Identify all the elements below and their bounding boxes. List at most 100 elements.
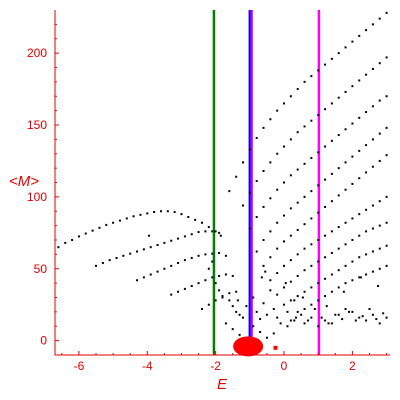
data-point — [289, 280, 292, 283]
y-tick-label: 100 — [27, 190, 47, 204]
data-point — [284, 282, 287, 285]
data-point — [303, 247, 306, 250]
data-point — [228, 299, 231, 302]
data-point — [351, 239, 354, 241]
data-point — [371, 204, 374, 207]
y-tick-label: 150 — [27, 118, 47, 132]
data-point — [296, 88, 299, 91]
x-ticks: -6 -4 -2 0 2 — [61, 351, 388, 373]
data-point — [385, 264, 388, 267]
data-point — [255, 216, 258, 218]
data-point — [214, 230, 217, 233]
data-point — [91, 229, 94, 232]
data-point — [337, 226, 340, 229]
data-point — [365, 208, 368, 211]
data-point — [84, 232, 87, 235]
data-point — [149, 273, 152, 276]
red-blob — [233, 336, 264, 357]
data-point — [231, 305, 234, 308]
data-point — [166, 210, 169, 213]
data-point — [283, 286, 286, 289]
data-point — [378, 267, 381, 270]
data-point — [177, 290, 180, 293]
data-point — [260, 276, 263, 279]
data-point — [313, 308, 316, 310]
data-point — [330, 230, 333, 233]
data-point — [142, 276, 145, 279]
data-point — [382, 312, 385, 315]
data-point — [378, 99, 381, 102]
data-point — [378, 200, 381, 203]
data-point — [385, 154, 388, 157]
data-point — [365, 319, 368, 322]
data-point — [330, 139, 333, 142]
data-point — [269, 197, 272, 200]
data-point — [276, 221, 279, 224]
data-point — [354, 319, 357, 322]
data-point — [303, 269, 306, 272]
data-point — [337, 194, 340, 197]
data-point — [224, 322, 227, 325]
data-point — [238, 313, 241, 316]
data-point — [77, 235, 80, 238]
data-point — [207, 267, 210, 270]
data-point — [235, 175, 238, 178]
data-point — [385, 126, 388, 129]
data-point — [303, 223, 306, 226]
data-point — [269, 289, 272, 292]
data-point — [324, 256, 327, 259]
data-point — [177, 237, 180, 240]
data-point — [344, 282, 347, 285]
data-point — [365, 230, 368, 233]
data-point — [255, 136, 258, 139]
data-point — [371, 23, 374, 26]
data-point — [351, 40, 354, 43]
data-point — [289, 138, 292, 141]
data-point — [211, 252, 214, 255]
data-point — [310, 190, 313, 193]
data-point — [207, 226, 210, 229]
data-point — [296, 295, 299, 298]
data-point — [301, 296, 304, 299]
data-point — [310, 286, 313, 289]
data-point — [221, 296, 224, 299]
data-point — [283, 303, 286, 306]
data-point — [359, 276, 362, 279]
data-point — [310, 75, 313, 78]
data-point — [289, 234, 292, 237]
data-point — [289, 174, 292, 177]
data-point — [351, 122, 354, 125]
data-point — [122, 254, 125, 257]
data-point — [337, 286, 340, 289]
data-point — [324, 63, 327, 66]
data-point — [112, 221, 115, 224]
data-point — [303, 80, 306, 83]
data-point — [218, 289, 221, 292]
data-point — [194, 218, 197, 221]
data-point — [337, 52, 340, 55]
data-point — [306, 319, 309, 322]
data-point — [293, 299, 296, 302]
data-point — [149, 246, 152, 249]
data-point — [303, 125, 306, 128]
data-point — [200, 221, 203, 224]
data-point — [358, 256, 361, 259]
data-point — [361, 315, 364, 318]
data-point — [351, 155, 354, 158]
data-point — [317, 239, 320, 241]
data-point — [197, 254, 200, 257]
data-point — [218, 231, 221, 234]
data-point — [219, 234, 222, 237]
data-point — [272, 332, 275, 335]
data-point — [269, 161, 272, 164]
data-point — [317, 211, 320, 214]
blobs — [233, 336, 278, 357]
data-point — [231, 274, 234, 277]
data-point — [337, 313, 340, 316]
data-point — [125, 217, 128, 220]
data-point — [262, 170, 265, 172]
data-point — [115, 256, 118, 259]
data-point — [269, 256, 272, 259]
data-point — [276, 152, 279, 155]
data-point — [153, 210, 156, 213]
